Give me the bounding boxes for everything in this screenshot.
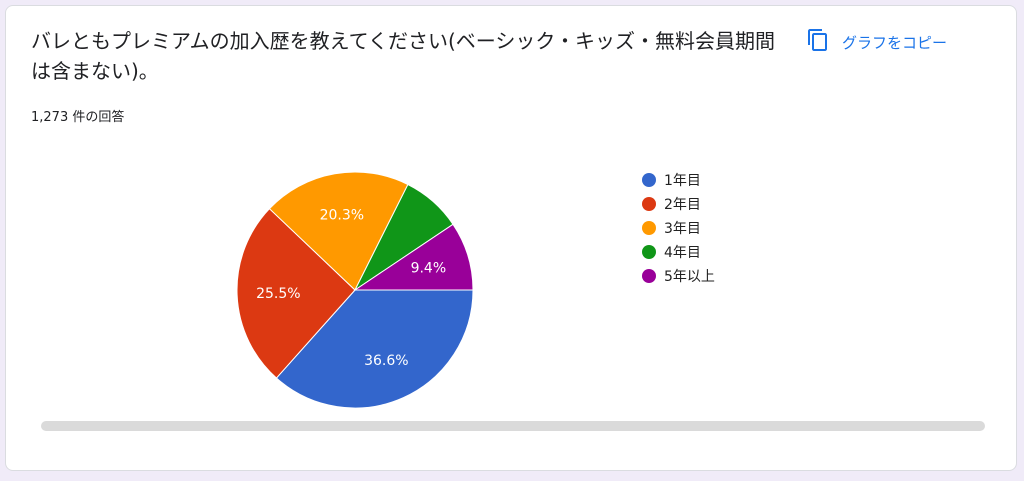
pie-slice-2 bbox=[236, 207, 356, 379]
legend-label: 2年目 bbox=[664, 197, 701, 213]
chart-card bbox=[5, 5, 1017, 471]
pie-slice-1 bbox=[275, 289, 474, 409]
legend-item-3: 3年目 bbox=[642, 216, 715, 240]
legend-label: 5年以上 bbox=[664, 269, 715, 285]
legend-label: 1年目 bbox=[664, 173, 701, 189]
legend-swatch bbox=[642, 221, 656, 235]
legend-item-5: 5年以上 bbox=[642, 264, 715, 288]
legend-item-1: 1年目 bbox=[642, 168, 715, 192]
pie-data-label-1: 36.6% bbox=[364, 353, 408, 369]
legend-item-4: 4年目 bbox=[642, 240, 715, 264]
pie-data-label-3: 20.3% bbox=[320, 207, 364, 223]
copy-chart-label: グラフをコピー bbox=[842, 33, 948, 52]
response-count: 1,273 件の回答 bbox=[31, 110, 125, 125]
legend-item-2: 2年目 bbox=[642, 192, 715, 216]
copy-chart-button[interactable]: グラフをコピー bbox=[806, 28, 947, 56]
legend-swatch bbox=[642, 245, 656, 259]
legend-swatch bbox=[642, 269, 656, 283]
horizontal-scrollbar[interactable] bbox=[41, 421, 985, 431]
pie-data-label-2: 25.5% bbox=[256, 286, 300, 302]
legend-swatch bbox=[642, 197, 656, 211]
legend-label: 4年目 bbox=[664, 245, 701, 261]
pie-slice-5 bbox=[353, 223, 474, 291]
copy-icon bbox=[806, 28, 830, 56]
pie-slice-3 bbox=[268, 171, 409, 291]
pie-data-label-5: 9.4% bbox=[411, 261, 447, 277]
legend-label: 3年目 bbox=[664, 221, 701, 237]
legend-swatch bbox=[642, 173, 656, 187]
chart-legend: 1年目 2年目 3年目 4年目 5年以上 bbox=[642, 168, 715, 288]
question-title: バレともプレミアムの加入歴を教えてください(ベーシック・キッズ・無料会員期間は含… bbox=[31, 29, 776, 83]
